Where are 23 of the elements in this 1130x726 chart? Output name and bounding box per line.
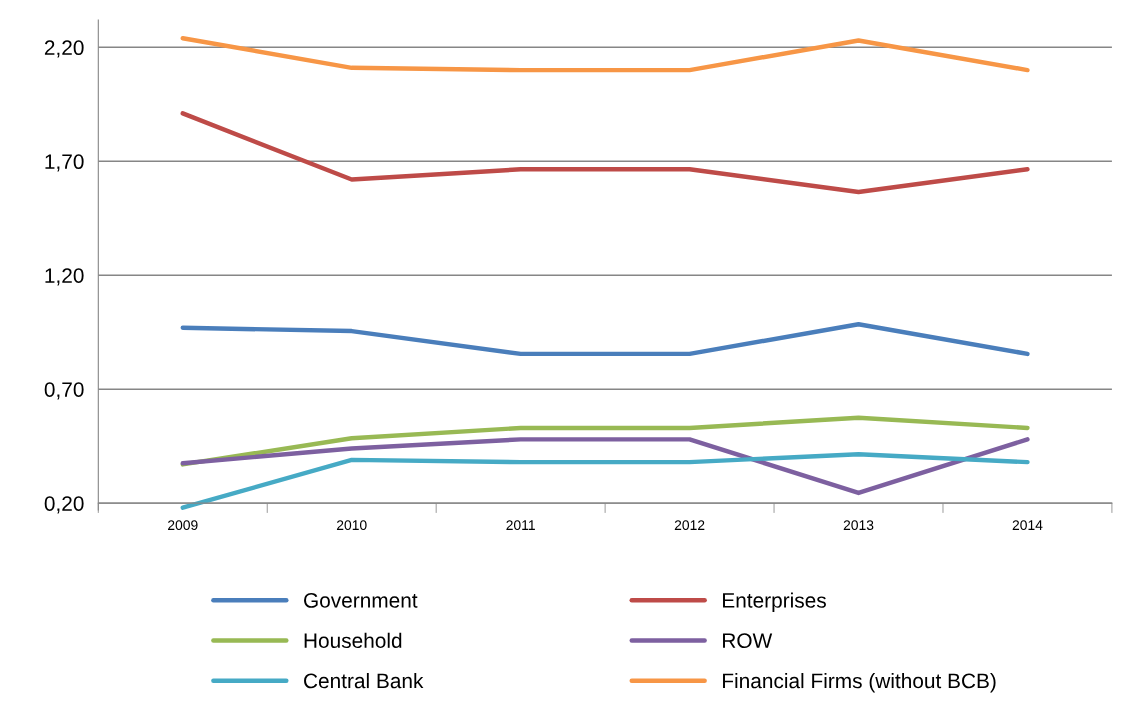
x-tick-label: 2009: [168, 520, 198, 531]
y-tick-label: 0,20: [44, 496, 84, 514]
legend-label: Enterprises: [723, 592, 826, 612]
legend-label: Government: [304, 593, 418, 608]
y-tick-label: 2,20: [44, 40, 84, 58]
y-tick-label: 1,20: [45, 268, 84, 286]
x-tick-label: 2012: [674, 520, 705, 531]
y-tick-label: 0,70: [44, 382, 84, 400]
line-series: [180, 415, 1030, 467]
x-tick-label: 2013: [843, 520, 874, 531]
line-series: [180, 111, 1030, 195]
line-series: [180, 451, 1030, 510]
legend-label: Financial Firms (without BCB): [723, 672, 996, 693]
line-series: [180, 35, 1030, 73]
line-series: [180, 437, 1030, 496]
legend-label: Household: [304, 632, 402, 649]
legend-label: Central Bank: [304, 672, 424, 689]
x-tick-label: 2011: [506, 520, 535, 531]
line-series: [180, 322, 1030, 357]
x-tick-label: 2010: [336, 520, 367, 531]
y-tick-label: 1,70: [45, 154, 84, 172]
legend-label: ROW: [723, 633, 773, 649]
x-tick-label: 2014: [1012, 520, 1043, 531]
